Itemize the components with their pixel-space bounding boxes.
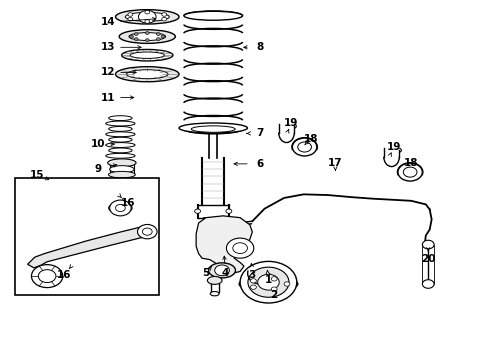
Text: 3: 3 xyxy=(249,270,256,280)
Circle shape xyxy=(146,39,149,41)
Circle shape xyxy=(422,280,434,288)
Circle shape xyxy=(138,225,157,239)
Circle shape xyxy=(250,279,256,283)
Circle shape xyxy=(134,33,138,35)
Text: 10: 10 xyxy=(91,139,106,149)
Ellipse shape xyxy=(130,52,164,58)
Circle shape xyxy=(130,35,134,38)
Circle shape xyxy=(162,17,167,21)
Ellipse shape xyxy=(110,166,134,173)
Circle shape xyxy=(145,20,150,23)
Text: 14: 14 xyxy=(101,17,116,27)
Ellipse shape xyxy=(119,30,175,43)
Circle shape xyxy=(298,142,312,152)
Text: 18: 18 xyxy=(404,158,418,168)
Ellipse shape xyxy=(209,263,236,278)
Circle shape xyxy=(134,38,138,41)
Circle shape xyxy=(258,274,279,290)
Circle shape xyxy=(248,267,289,297)
Ellipse shape xyxy=(203,235,223,240)
Circle shape xyxy=(156,38,160,41)
Text: 19: 19 xyxy=(284,118,298,128)
Circle shape xyxy=(38,270,56,283)
Ellipse shape xyxy=(108,171,135,178)
Ellipse shape xyxy=(116,67,179,82)
Text: 11: 11 xyxy=(101,93,116,103)
Ellipse shape xyxy=(184,11,243,20)
Circle shape xyxy=(233,243,247,253)
Circle shape xyxy=(226,238,254,258)
Ellipse shape xyxy=(239,276,298,292)
Circle shape xyxy=(110,200,131,216)
Circle shape xyxy=(146,32,149,35)
Ellipse shape xyxy=(125,12,169,21)
Circle shape xyxy=(128,13,133,16)
Text: 6: 6 xyxy=(256,159,263,169)
Text: 17: 17 xyxy=(328,158,343,168)
Ellipse shape xyxy=(126,70,168,79)
Text: 15: 15 xyxy=(30,170,45,180)
Circle shape xyxy=(215,265,229,276)
Text: 12: 12 xyxy=(101,67,116,77)
Circle shape xyxy=(162,13,167,16)
Polygon shape xyxy=(196,216,252,273)
Circle shape xyxy=(403,167,417,177)
Ellipse shape xyxy=(109,203,132,213)
Text: 16: 16 xyxy=(121,198,135,208)
Circle shape xyxy=(293,138,317,156)
Circle shape xyxy=(156,33,160,35)
Ellipse shape xyxy=(179,123,247,133)
Ellipse shape xyxy=(129,33,166,41)
Text: 8: 8 xyxy=(256,42,263,52)
Text: 7: 7 xyxy=(256,129,263,138)
Text: 2: 2 xyxy=(270,291,277,301)
Circle shape xyxy=(116,204,125,212)
Text: 20: 20 xyxy=(421,254,436,264)
Text: 1: 1 xyxy=(265,275,272,285)
Ellipse shape xyxy=(207,276,222,284)
Ellipse shape xyxy=(191,126,235,132)
Text: 9: 9 xyxy=(95,164,102,174)
Text: 13: 13 xyxy=(101,42,116,52)
Circle shape xyxy=(195,209,200,213)
Circle shape xyxy=(271,277,277,281)
Text: 5: 5 xyxy=(202,268,210,278)
Bar xyxy=(15,178,159,295)
Circle shape xyxy=(139,10,156,23)
Circle shape xyxy=(143,228,152,235)
Circle shape xyxy=(240,261,297,303)
Ellipse shape xyxy=(116,10,179,24)
Circle shape xyxy=(226,209,232,213)
Text: 18: 18 xyxy=(304,134,318,144)
Text: 16: 16 xyxy=(57,270,72,280)
Ellipse shape xyxy=(210,292,219,296)
Circle shape xyxy=(128,17,133,21)
Circle shape xyxy=(161,35,165,38)
Ellipse shape xyxy=(108,159,136,167)
Circle shape xyxy=(250,285,256,289)
Text: 4: 4 xyxy=(222,268,229,278)
Ellipse shape xyxy=(122,49,173,61)
Circle shape xyxy=(398,163,422,181)
Circle shape xyxy=(271,287,277,291)
Circle shape xyxy=(422,240,434,249)
Text: 19: 19 xyxy=(387,141,401,152)
Circle shape xyxy=(31,265,63,288)
Circle shape xyxy=(284,282,290,286)
Polygon shape xyxy=(27,226,151,268)
Circle shape xyxy=(145,10,150,14)
